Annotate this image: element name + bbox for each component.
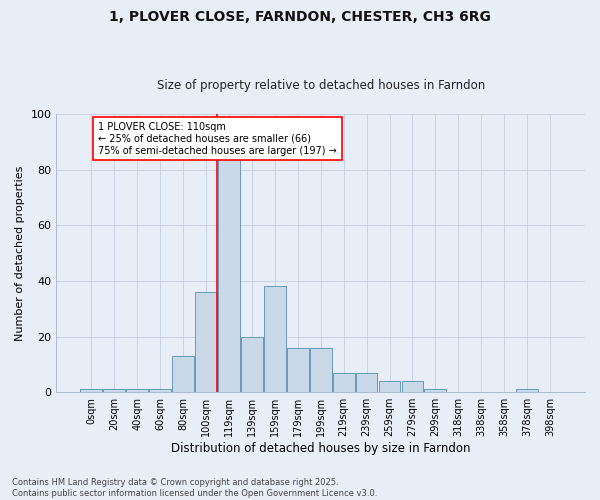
Bar: [80, 390, 102, 392]
Bar: [103, 390, 125, 392]
Text: Contains HM Land Registry data © Crown copyright and database right 2025.
Contai: Contains HM Land Registry data © Crown c…: [12, 478, 377, 498]
Text: 1, PLOVER CLOSE, FARNDON, CHESTER, CH3 6RG: 1, PLOVER CLOSE, FARNDON, CHESTER, CH3 6…: [109, 10, 491, 24]
Bar: [195, 292, 217, 392]
Bar: [401, 381, 424, 392]
Title: Size of property relative to detached houses in Farndon: Size of property relative to detached ho…: [157, 79, 485, 92]
Bar: [241, 336, 263, 392]
Bar: [310, 348, 332, 392]
Bar: [149, 390, 171, 392]
X-axis label: Distribution of detached houses by size in Farndon: Distribution of detached houses by size …: [171, 442, 470, 455]
Bar: [218, 156, 240, 392]
Bar: [333, 372, 355, 392]
Bar: [127, 390, 148, 392]
Bar: [172, 356, 194, 392]
Text: 1 PLOVER CLOSE: 110sqm
← 25% of detached houses are smaller (66)
75% of semi-det: 1 PLOVER CLOSE: 110sqm ← 25% of detached…: [98, 122, 337, 156]
Bar: [264, 286, 286, 392]
Y-axis label: Number of detached properties: Number of detached properties: [15, 166, 25, 341]
Bar: [379, 381, 400, 392]
Bar: [287, 348, 308, 392]
Bar: [356, 372, 377, 392]
Bar: [516, 390, 538, 392]
Bar: [424, 390, 446, 392]
